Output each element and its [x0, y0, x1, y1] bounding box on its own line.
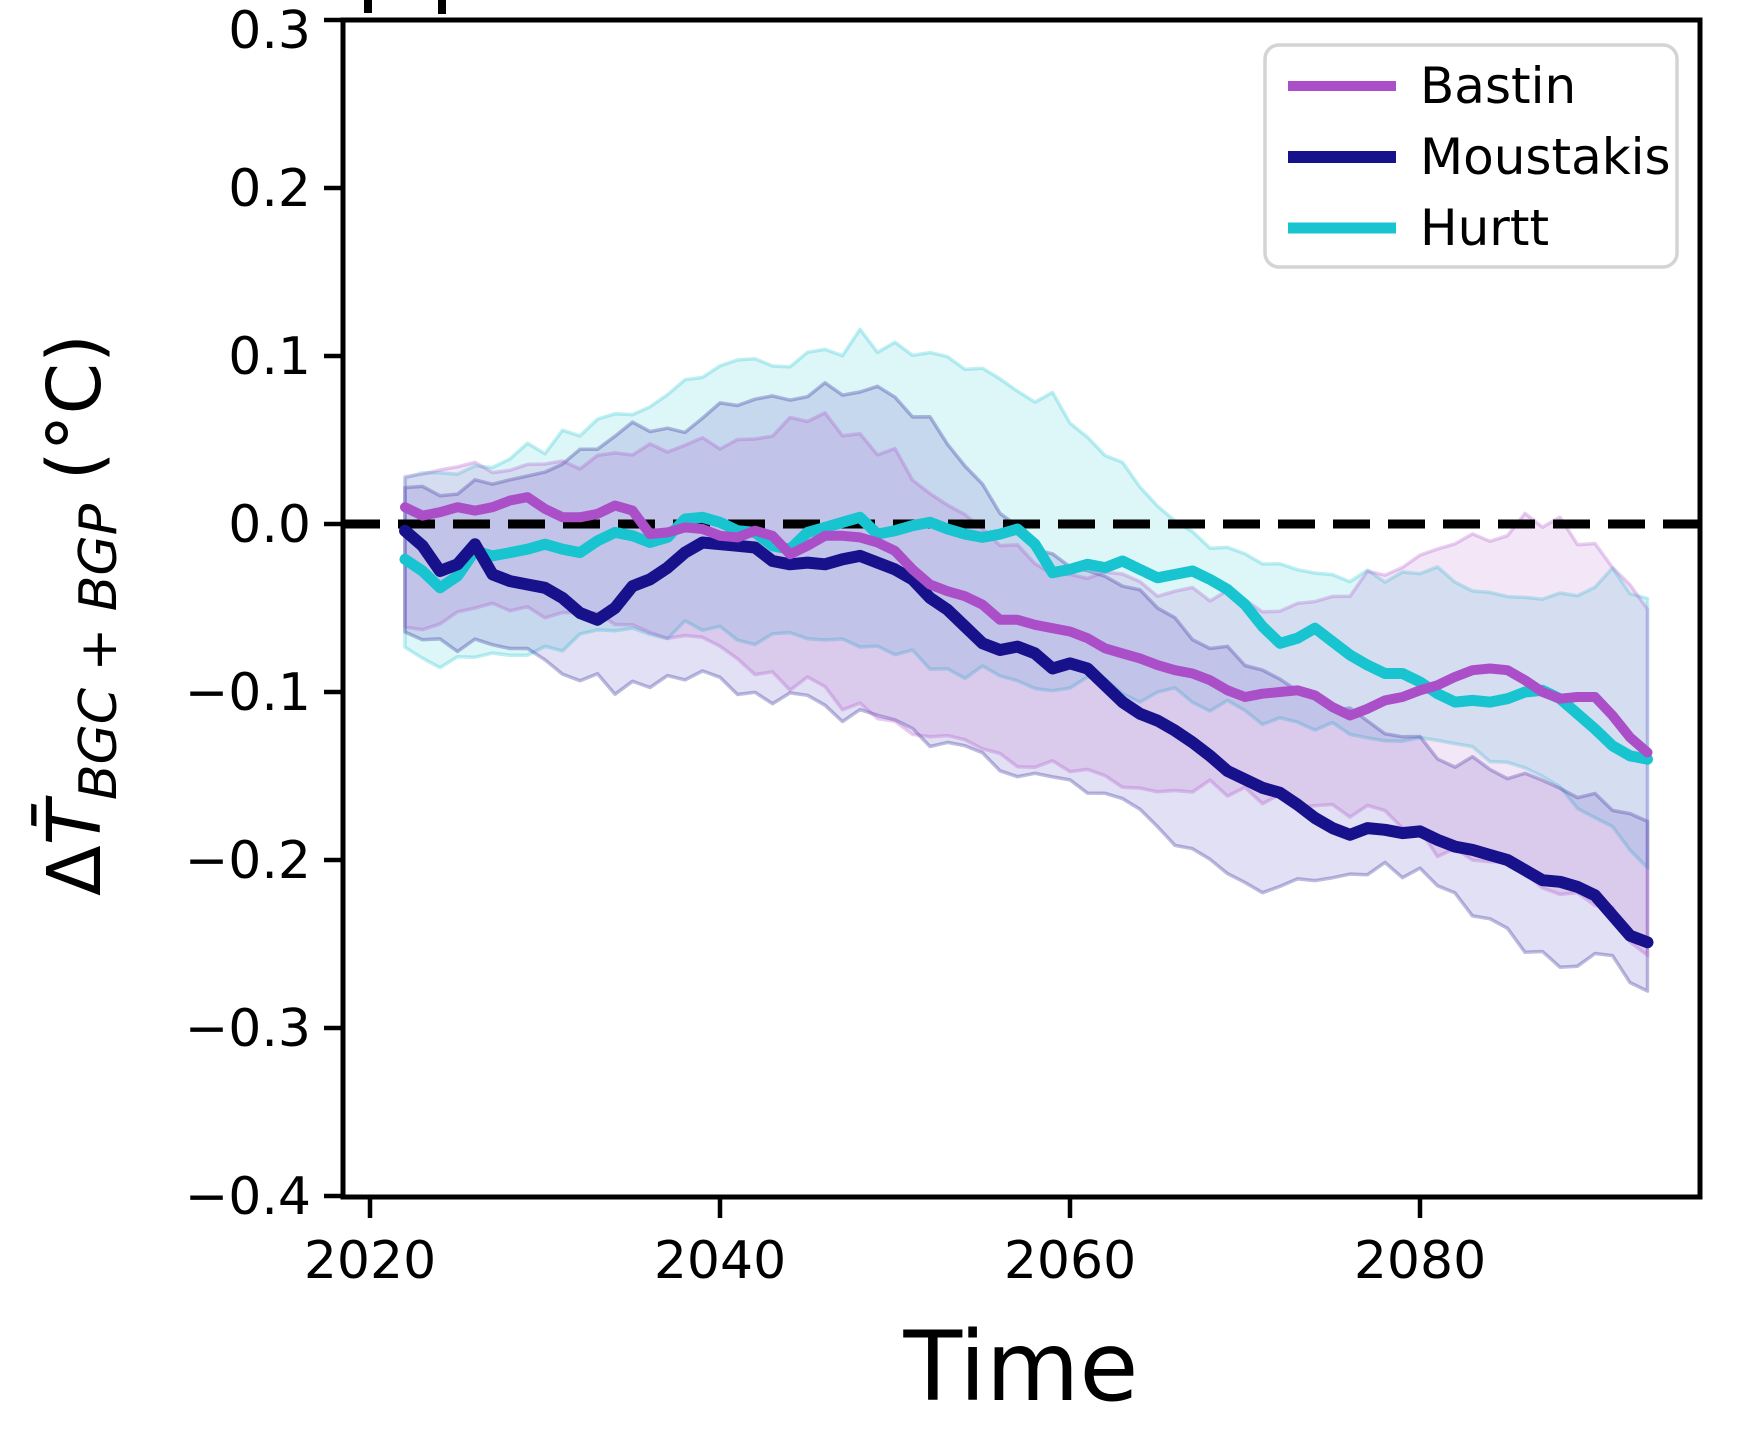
series-line-hurtt [399, 511, 1653, 765]
x-tick-label: 2040 [654, 1231, 786, 1291]
series-line-moustakis [399, 524, 1654, 949]
legend: Bastin Moustakis Hurtt [1263, 43, 1679, 269]
legend-entry-hurtt: Hurtt [1288, 199, 1549, 257]
y-tick-label: −0.3 [185, 999, 311, 1059]
legend-entry-bastin: Bastin [1288, 57, 1576, 115]
uncertainty-bands-layer [403, 327, 1650, 993]
y-tick-label: −0.2 [185, 831, 311, 891]
x-tick-label: 2080 [1354, 1231, 1486, 1291]
legend-label-bastin: Bastin [1420, 57, 1576, 115]
uncertainty-band-hurtt [403, 327, 1650, 870]
legend-label-moustakis: Moustakis [1420, 128, 1671, 186]
legend-entry-moustakis: Moustakis [1288, 128, 1671, 186]
y-tick-label: −0.4 [185, 1167, 311, 1227]
y-tick-label: 0.0 [228, 495, 311, 555]
y-tick-label: 0.3 [228, 1, 311, 61]
legend-label-hurtt: Hurtt [1420, 199, 1549, 257]
y-tick-label: 0.1 [228, 327, 311, 387]
y-tick-label: −0.1 [185, 663, 311, 723]
x-tick-label: 2060 [1004, 1231, 1136, 1291]
x-axis-label: Time [903, 1311, 1139, 1423]
y-tick-label: 0.2 [228, 159, 311, 219]
x-tick-label: 2020 [304, 1231, 436, 1291]
plot-frame [340, 17, 1703, 1200]
clipped-panel-label [364, 0, 446, 14]
legend-box [1263, 43, 1679, 269]
y-axis-label: ΔT̄BGC + BGP (°C) [31, 334, 129, 896]
series-lines-layer [399, 492, 1654, 949]
series-line-bastin [400, 492, 1653, 758]
